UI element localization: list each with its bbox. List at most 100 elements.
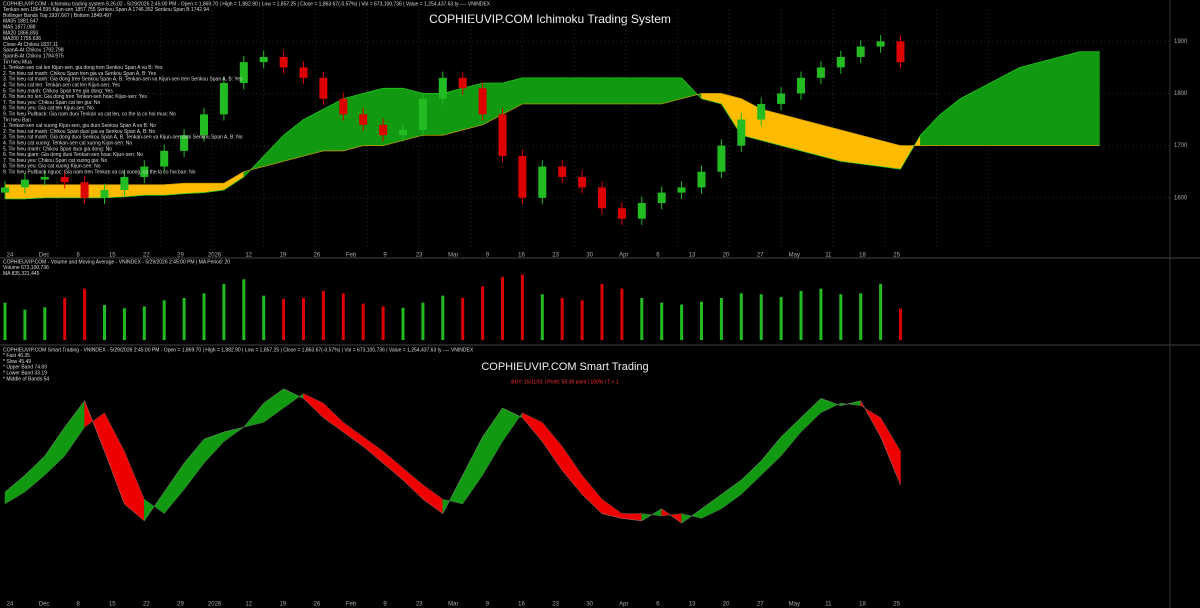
volume-bar — [759, 294, 763, 340]
x-tick-label: 15 — [109, 253, 116, 259]
volume-bar — [341, 293, 345, 340]
header-line: 1. Tenkan-sen cat xuong Kijun-sen, gia d… — [3, 123, 156, 129]
cloud-fill — [840, 129, 861, 165]
candle-body — [239, 62, 248, 84]
x-tick-label: 6 — [656, 253, 660, 259]
candle-body — [80, 182, 89, 198]
candle-body — [637, 203, 646, 219]
x-tick-label: 19 — [279, 253, 286, 259]
header-line: MA 835,321,445 — [3, 271, 40, 277]
x-tick-label: Dec — [39, 602, 50, 608]
volume-bar — [361, 303, 365, 340]
x-tick-label: 26 — [314, 602, 321, 608]
volume-bar — [381, 306, 385, 340]
y-tick-label: 1600 — [1174, 195, 1188, 201]
volume-bar — [162, 300, 166, 340]
header-line: 9. Tin hieu Pullback: Gia nam duoi Tenka… — [3, 112, 176, 118]
header-line: * Slow 45.49 — [3, 359, 31, 365]
x-tick-label: Mar — [448, 602, 458, 608]
volume-bar — [23, 309, 27, 340]
candle-body — [160, 150, 169, 167]
x-tick-label: 23 — [416, 602, 423, 608]
x-tick-label: 27 — [757, 253, 764, 259]
volume-bar — [879, 284, 883, 340]
candle-body — [737, 119, 746, 146]
volume-bar — [182, 298, 186, 340]
cloud-fill — [1019, 61, 1041, 146]
candle-body — [797, 77, 805, 94]
ribbon-line — [4, 393, 901, 519]
volume-bar — [321, 291, 325, 340]
header-line: * Upper Band 74.69 — [3, 365, 47, 371]
candle-body — [578, 176, 587, 188]
volume-bar — [481, 286, 485, 340]
volume-bar — [520, 274, 524, 340]
volume-bar — [739, 293, 743, 340]
volume-bar — [660, 302, 664, 340]
volume-bar — [3, 302, 7, 340]
cloud-fill — [44, 184, 65, 199]
header-line: 6. Tin hieu giam: Gia dong duoi Tenkan-s… — [3, 152, 143, 158]
header-line: 5. Tin hieu manh: Chikou Span tren gia d… — [3, 88, 113, 94]
candle-body — [100, 190, 109, 198]
candle-body — [20, 179, 29, 188]
cloud-fill — [542, 77, 563, 105]
candle-body — [697, 171, 706, 188]
header-line: Tin hieu Ban — [3, 117, 31, 123]
cloud-fill — [144, 184, 165, 196]
header-line: 7. Tin hieu yeu: Chikou Span cat len gia… — [3, 100, 101, 106]
candle-body — [498, 114, 507, 157]
candle-body — [120, 176, 129, 190]
x-tick-label: 2026 — [208, 602, 222, 608]
x-tick-label: 18 — [859, 253, 866, 259]
candle-body — [1, 187, 9, 193]
header-line: COPHIEUVIP.COM Smart Trading - VNINDEX -… — [3, 347, 474, 353]
volume-bar — [779, 297, 783, 340]
candle-body — [657, 192, 666, 204]
cloud-fill — [382, 88, 404, 146]
header-line: 6. Tin hieu tro len: Gia dong tren Tenka… — [3, 94, 147, 100]
candle-body — [60, 176, 69, 183]
volume-bar — [620, 288, 624, 340]
header-line: Tenkan-sen 1864.595 Kijun-sen 1857.755 S… — [3, 7, 209, 13]
volume-bar — [540, 294, 544, 340]
candle-body — [399, 130, 407, 136]
x-tick-label: 26 — [314, 253, 321, 259]
header-line: 4. Tin hieu cat len: Tenkan-sen cat len … — [3, 83, 120, 89]
candle-body — [816, 67, 825, 78]
cloud-fill — [1039, 56, 1060, 146]
header-line: 2. Tin hieu rat manh: Chikou Span tren g… — [3, 71, 157, 77]
volume-bar — [719, 298, 723, 340]
cloud-fill — [999, 66, 1021, 146]
x-tick-label: 20 — [723, 602, 730, 608]
x-tick-label: 15 — [109, 602, 116, 608]
x-tick-label: Feb — [346, 253, 357, 259]
volume-bar — [242, 279, 246, 340]
volume-bar — [222, 284, 226, 340]
header-line: 3. Tin hieu rat manh: Gia dong tren Senk… — [3, 77, 243, 83]
volume-bar — [43, 307, 47, 340]
y-tick-label: 1800 — [1174, 91, 1188, 97]
candle-body — [558, 166, 567, 177]
x-tick-label: 8 — [77, 253, 81, 259]
header-line: COPHIEUVIP.COM - Ichimoku trading system… — [3, 1, 491, 7]
header-line: MA200 1756.636 — [3, 36, 41, 42]
candle-body — [359, 114, 368, 125]
x-tick-label: 30 — [586, 602, 593, 608]
x-tick-label: 19 — [279, 602, 286, 608]
x-tick-label: 13 — [689, 253, 696, 259]
header-line: 5. Tin hieu manh: Chikou Span duoi gia d… — [3, 146, 112, 152]
x-tick-label: 12 — [245, 602, 252, 608]
x-tick-label: Feb — [346, 602, 357, 608]
x-tick-label: 30 — [586, 253, 593, 259]
candle-body — [140, 166, 149, 177]
x-tick-label: 9 — [486, 602, 490, 608]
volume-bar — [580, 300, 584, 340]
x-tick-label: 8 — [77, 602, 81, 608]
cloud-line — [5, 93, 1100, 186]
candle-body — [379, 124, 388, 136]
candle-body — [876, 41, 885, 47]
candle-body — [478, 88, 487, 115]
header-line: * Lower Band 33.19 — [3, 371, 47, 377]
x-tick-label: 24 — [7, 253, 14, 259]
